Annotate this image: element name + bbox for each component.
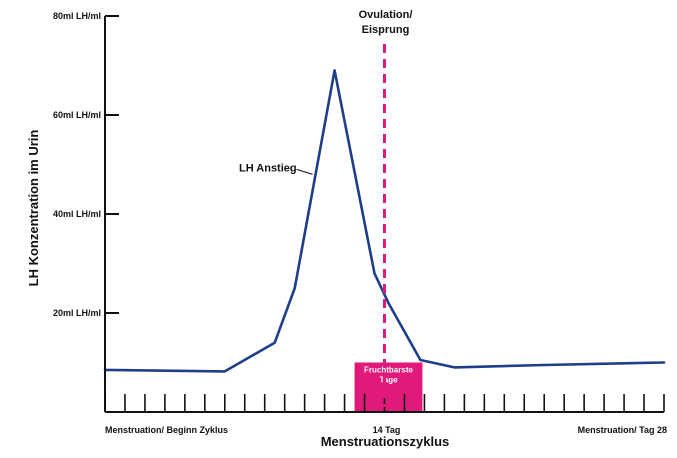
series-line-0 — [103, 69, 666, 373]
x-axis-title: Menstruationszyklus — [321, 434, 450, 449]
y-tick-label-80: 80ml LH/ml — [53, 11, 101, 21]
fertile-window-box — [354, 362, 423, 412]
fertile-window-label: Fruchtbarste — [364, 366, 413, 375]
y-tick-label-40: 40ml LH/ml — [53, 209, 101, 219]
x-label-2: Menstruation/ Tag 28 — [578, 425, 667, 435]
ovulation-label: Ovulation/ — [359, 9, 413, 21]
lh-rise-pointer — [296, 168, 313, 175]
y-tick-label-20: 20ml LH/ml — [53, 308, 101, 318]
x-label-1: 14 Tag — [373, 425, 401, 435]
y-axis-title: LH Konzentration im Urin — [26, 130, 41, 287]
lh-rise-label: LH Anstieg — [239, 162, 297, 174]
y-tick-label-60: 60ml LH/ml — [53, 110, 101, 120]
fertile-window-label-2: Tage — [379, 376, 398, 385]
ovulation-label-2: Eisprung — [362, 24, 410, 36]
x-label-0: Menstruation/ Beginn Zyklus — [105, 425, 228, 435]
